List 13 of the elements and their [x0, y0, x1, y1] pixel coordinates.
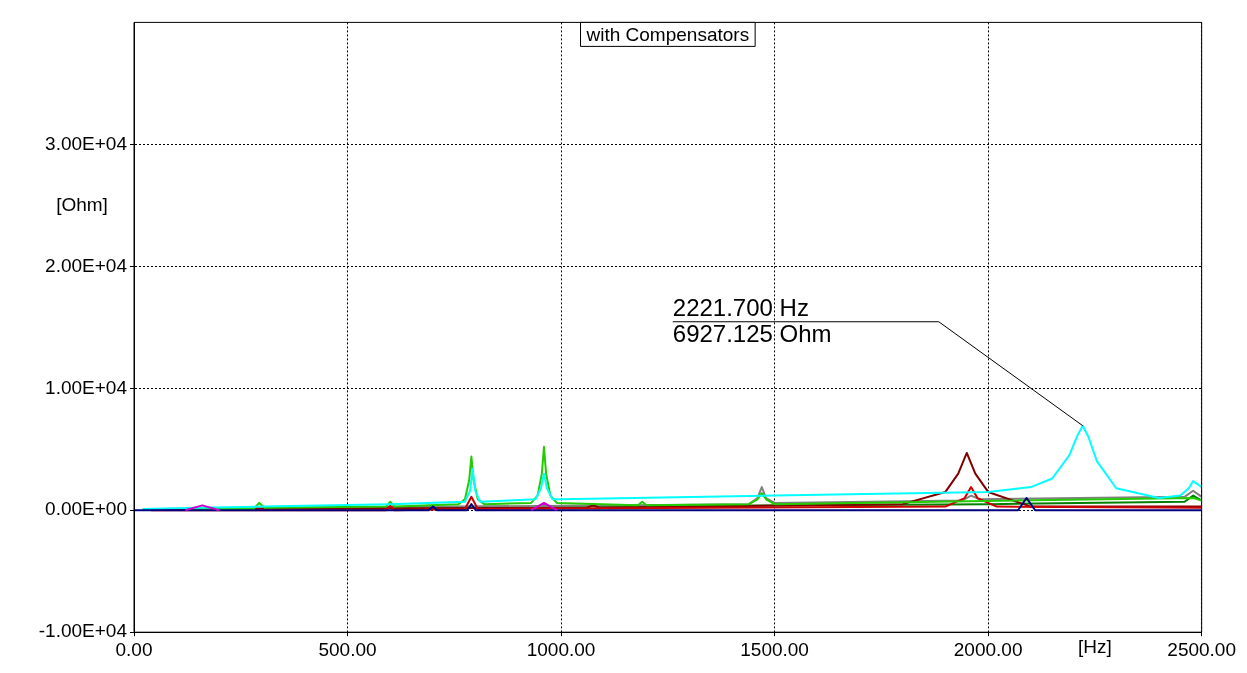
y-tick-label: 3.00E+04: [45, 132, 128, 154]
y-tick-label: 0.00E+00: [45, 498, 127, 520]
annotation: 2221.700 Hz 6927.125 Ohm: [672, 293, 832, 347]
x-axis-title: [Hz]: [1078, 635, 1112, 657]
x-tick-label: 500.00: [318, 638, 377, 660]
x-tick-label: 1000.00: [526, 638, 596, 660]
x-tick-label: 1500.00: [740, 638, 809, 660]
x-tick-label: 2000.00: [953, 638, 1023, 660]
y-tick-label: 1.00E+04: [45, 376, 128, 398]
y-tick-label: 2.00E+04: [45, 254, 128, 276]
x-tick-label: 2500.00: [1167, 638, 1236, 660]
chart-title: with Compensators: [585, 23, 750, 45]
y-axis-title: [Ohm]: [56, 193, 108, 215]
